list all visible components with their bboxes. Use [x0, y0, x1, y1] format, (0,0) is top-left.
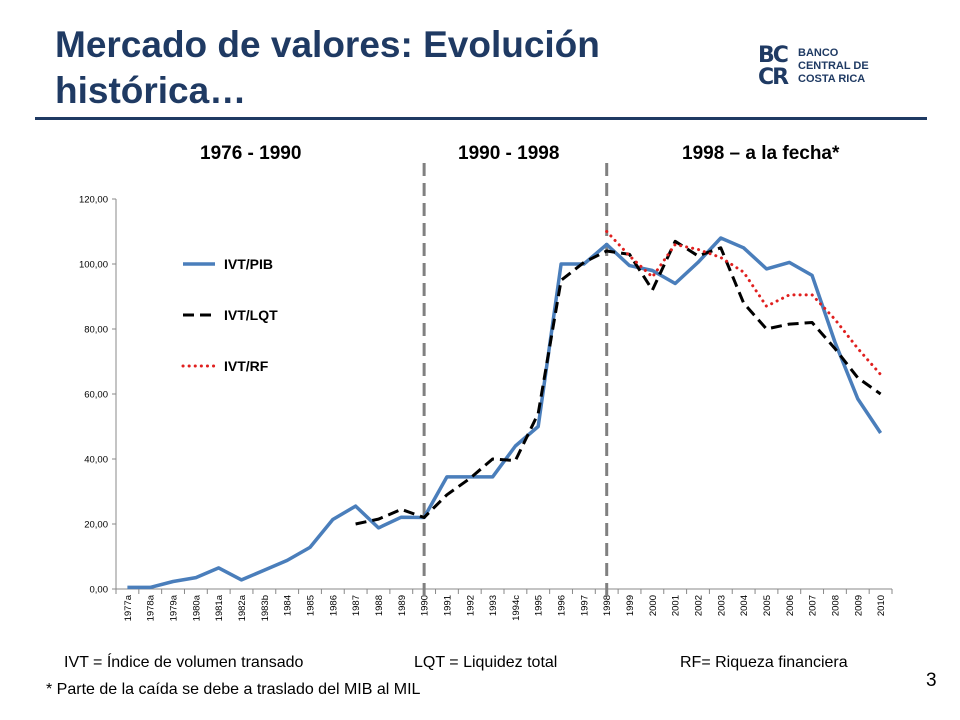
- chart-legend: IVT/PIB IVT/LQT IVT/RF: [181, 256, 278, 374]
- period-label-1: 1976 - 1990: [200, 143, 302, 164]
- x-tick-label: 1981a: [214, 594, 225, 621]
- y-tick-label: 20,00: [84, 520, 108, 531]
- x-tick-label: 2003: [716, 595, 727, 616]
- x-tick-label: 1995: [534, 595, 545, 616]
- legend-label-ivt-rf: IVT/RF: [224, 358, 269, 374]
- footnote-lqt: LQT = Liquidez total: [414, 654, 558, 671]
- x-tick-label: 2009: [853, 595, 864, 616]
- x-tick-label: 1988: [374, 595, 385, 616]
- x-tick-label: 2007: [808, 595, 819, 616]
- x-tick-label: 1989: [397, 595, 408, 616]
- series-line-ivt-pib: [127, 236, 883, 590]
- x-tick-label: 1998: [602, 595, 613, 616]
- x-tick-label: 1980a: [191, 594, 202, 621]
- logo-mark-top: BC: [758, 43, 789, 68]
- logo-line-3: COSTA RICA: [798, 73, 866, 85]
- x-tick-label: 1983b: [260, 595, 271, 621]
- slide-number: 3: [926, 670, 937, 691]
- chart-axes: 0,00 20,00 40,00 60,00 80,00 100,00 120,00 1977…: [79, 195, 893, 621]
- bccr-logo-name: BANCO CENTRAL DE COSTA RICA: [798, 47, 888, 86]
- x-tick-label: 1978a: [146, 594, 157, 621]
- x-tick-label: 2008: [830, 595, 841, 616]
- x-tick-label: 2004: [739, 595, 750, 616]
- x-tick-label: 1984: [283, 595, 294, 616]
- legend-label-ivt-lqt: IVT/LQT: [224, 307, 278, 323]
- x-tick-label: 1991: [442, 595, 453, 616]
- x-tick-label: 1992: [465, 595, 476, 616]
- x-tick-label: 1994c: [511, 595, 522, 621]
- y-tick-label: 120,00: [79, 195, 108, 206]
- footnote-rf: RF= Riqueza financiera: [680, 654, 848, 671]
- title-underline: [35, 117, 927, 120]
- x-tick-label: 1977a: [123, 594, 134, 621]
- legend-label-ivt-pib: IVT/PIB: [224, 256, 273, 272]
- x-tick-label: 1997: [579, 595, 590, 616]
- slide-title: Mercado de valores: Evolución histórica…: [55, 24, 600, 111]
- y-tick-label: 80,00: [84, 325, 108, 336]
- x-tick-label: 2005: [762, 595, 773, 616]
- x-tick-label: 1999: [625, 595, 636, 616]
- x-tick-label: 1979a: [169, 594, 180, 621]
- bccr-logo: BC CR BANCO CENTRAL DE COSTA RICA: [758, 45, 888, 101]
- logo-line-1: BANCO: [798, 47, 839, 59]
- y-tick-label: 100,00: [79, 260, 108, 271]
- x-tick-label: 2002: [694, 595, 705, 616]
- logo-mark-bottom: CR: [758, 65, 789, 90]
- footnote-caida: * Parte de la caída se debe a traslado d…: [46, 681, 421, 698]
- x-tick-label: 1986: [328, 595, 339, 616]
- chart-series: [127, 230, 883, 590]
- period-label-3: 1998 – a la fecha*: [682, 143, 840, 164]
- y-tick-label: 60,00: [84, 390, 108, 401]
- x-tick-label: 2010: [876, 595, 887, 616]
- bccr-logo-mark: BC CR: [758, 45, 796, 93]
- x-tick-label: 1990: [420, 595, 431, 616]
- x-tick-label: 2001: [671, 595, 682, 616]
- x-tick-label: 2006: [785, 595, 796, 616]
- x-tick-label: 1985: [306, 595, 317, 616]
- logo-line-2: CENTRAL DE: [798, 60, 869, 72]
- x-tick-label: 2000: [648, 595, 659, 616]
- series-line-ivt-lqt: [355, 239, 882, 526]
- period-label-2: 1990 - 1998: [458, 143, 560, 164]
- y-tick-label: 0,00: [90, 585, 109, 596]
- y-tick-label: 40,00: [84, 455, 108, 466]
- x-tick-label: 1987: [351, 595, 362, 616]
- period-dividers: [422, 163, 609, 601]
- x-tick-label: 1982a: [237, 594, 248, 621]
- x-tick-label: 1993: [488, 595, 499, 616]
- x-tick-label: 1996: [557, 595, 568, 616]
- footnote-ivt: IVT = Índice de volumen transado: [64, 654, 304, 671]
